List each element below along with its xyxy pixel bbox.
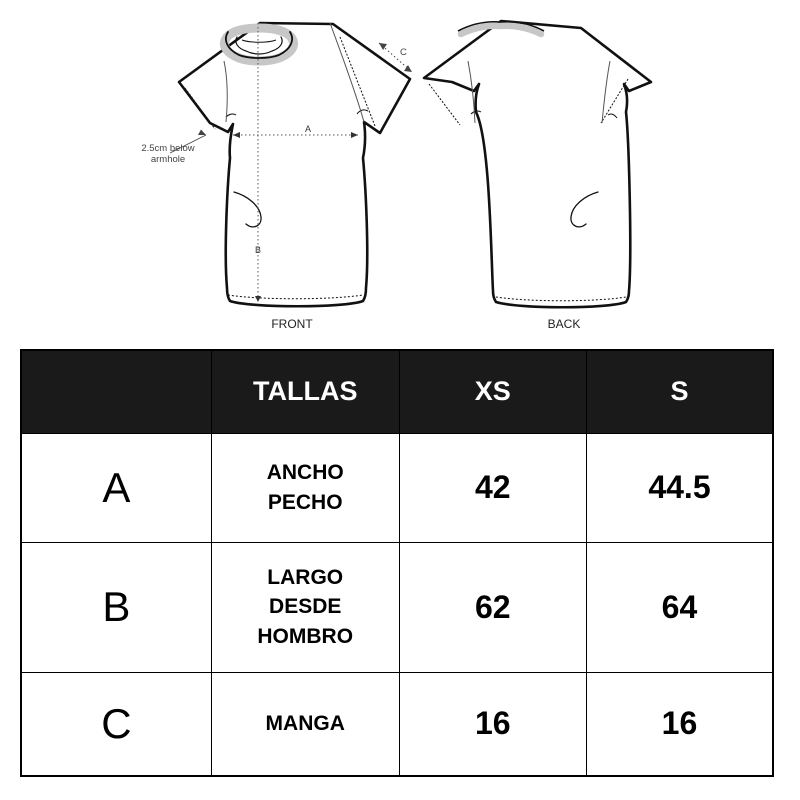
svg-text:2.5cm below: 2.5cm below	[141, 143, 194, 154]
svg-text:BACK: BACK	[548, 317, 581, 331]
svg-text:B: B	[255, 245, 261, 255]
svg-text:C: C	[400, 47, 407, 58]
svg-text:armhole: armhole	[151, 154, 185, 165]
svg-text:A: A	[305, 124, 311, 134]
svg-text:FRONT: FRONT	[271, 317, 313, 331]
